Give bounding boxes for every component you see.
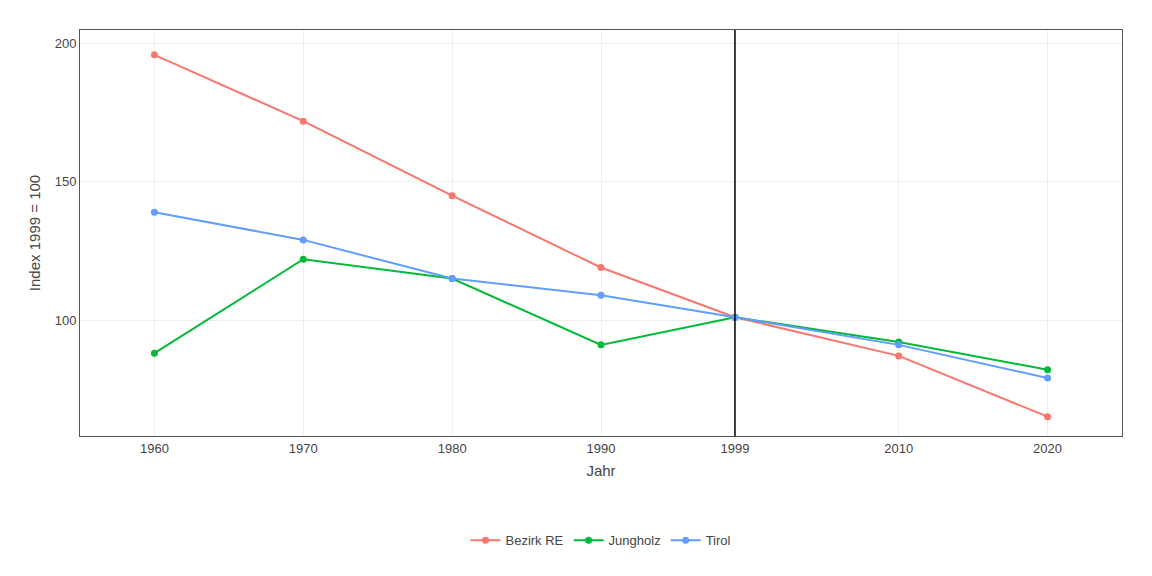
svg-text:Jungholz: Jungholz	[609, 533, 661, 548]
svg-text:Index 1999 = 100: Index 1999 = 100	[26, 175, 43, 291]
svg-text:1990: 1990	[587, 441, 616, 456]
svg-text:150: 150	[55, 174, 77, 189]
svg-text:2020: 2020	[1033, 441, 1062, 456]
svg-text:200: 200	[55, 36, 77, 51]
svg-text:100: 100	[55, 313, 77, 328]
svg-text:Tirol: Tirol	[706, 533, 731, 548]
svg-text:2010: 2010	[884, 441, 913, 456]
svg-text:Bezirk RE: Bezirk RE	[506, 533, 564, 548]
svg-text:1960: 1960	[140, 441, 169, 456]
svg-text:Jahr: Jahr	[586, 462, 615, 479]
svg-text:1970: 1970	[289, 441, 318, 456]
svg-text:1980: 1980	[438, 441, 467, 456]
svg-text:1999: 1999	[721, 441, 750, 456]
